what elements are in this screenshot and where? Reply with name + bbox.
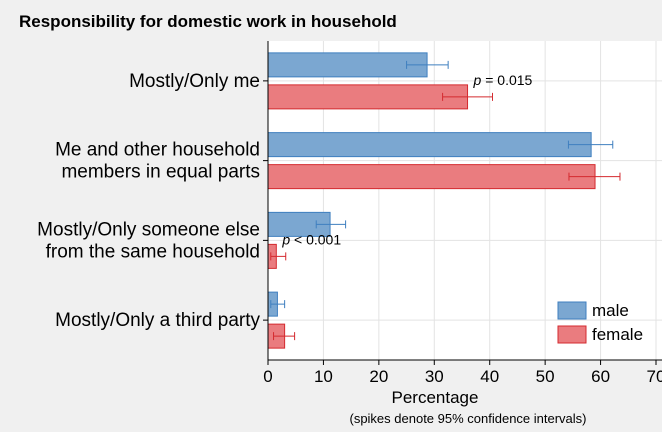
legend-swatch-male <box>557 301 587 320</box>
p-value-annotation: p < 0.001 <box>281 231 341 247</box>
x-axis-label: Percentage <box>392 388 479 407</box>
chart-title: Responsibility for domestic work in hous… <box>19 12 397 31</box>
x-tick-label: 40 <box>480 367 499 386</box>
y-tick-label: Mostly/Only me <box>129 71 260 92</box>
y-tick-label: from the same household <box>46 241 260 262</box>
legend: male female <box>557 301 643 344</box>
grid <box>268 41 662 360</box>
y-axis: Mostly/Only me Me and other householdmemb… <box>37 71 268 331</box>
chart-note: (spikes denote 95% confidence intervals) <box>349 411 586 426</box>
x-tick-label: 30 <box>425 367 444 386</box>
y-tick-label: Mostly/Only someone else <box>37 219 260 240</box>
bar-female <box>267 84 469 110</box>
bar-male <box>267 132 592 158</box>
x-tick-label: 60 <box>591 367 610 386</box>
x-tick-label: 10 <box>314 367 333 386</box>
y-tick-label: Mostly/Only a third party <box>55 310 260 331</box>
x-tick-label: 70 <box>647 367 662 386</box>
p-value-annotation: p = 0.015 <box>473 72 533 88</box>
confidence-intervals <box>270 60 621 341</box>
x-tick-label: 20 <box>369 367 388 386</box>
x-tick-label: 50 <box>536 367 555 386</box>
legend-label-male: male <box>592 301 629 320</box>
bar-female <box>267 164 596 190</box>
y-tick-label: members in equal parts <box>61 162 260 183</box>
y-tick-label: Me and other household <box>55 140 260 161</box>
legend-swatch-female <box>557 325 587 344</box>
x-axis: 0 10 20 30 40 50 60 70 <box>263 360 662 386</box>
bar-male <box>267 52 428 78</box>
legend-label-female: female <box>592 325 643 344</box>
x-tick-label: 0 <box>263 367 272 386</box>
annotations: p = 0.015 p < 0.001 <box>281 72 532 248</box>
